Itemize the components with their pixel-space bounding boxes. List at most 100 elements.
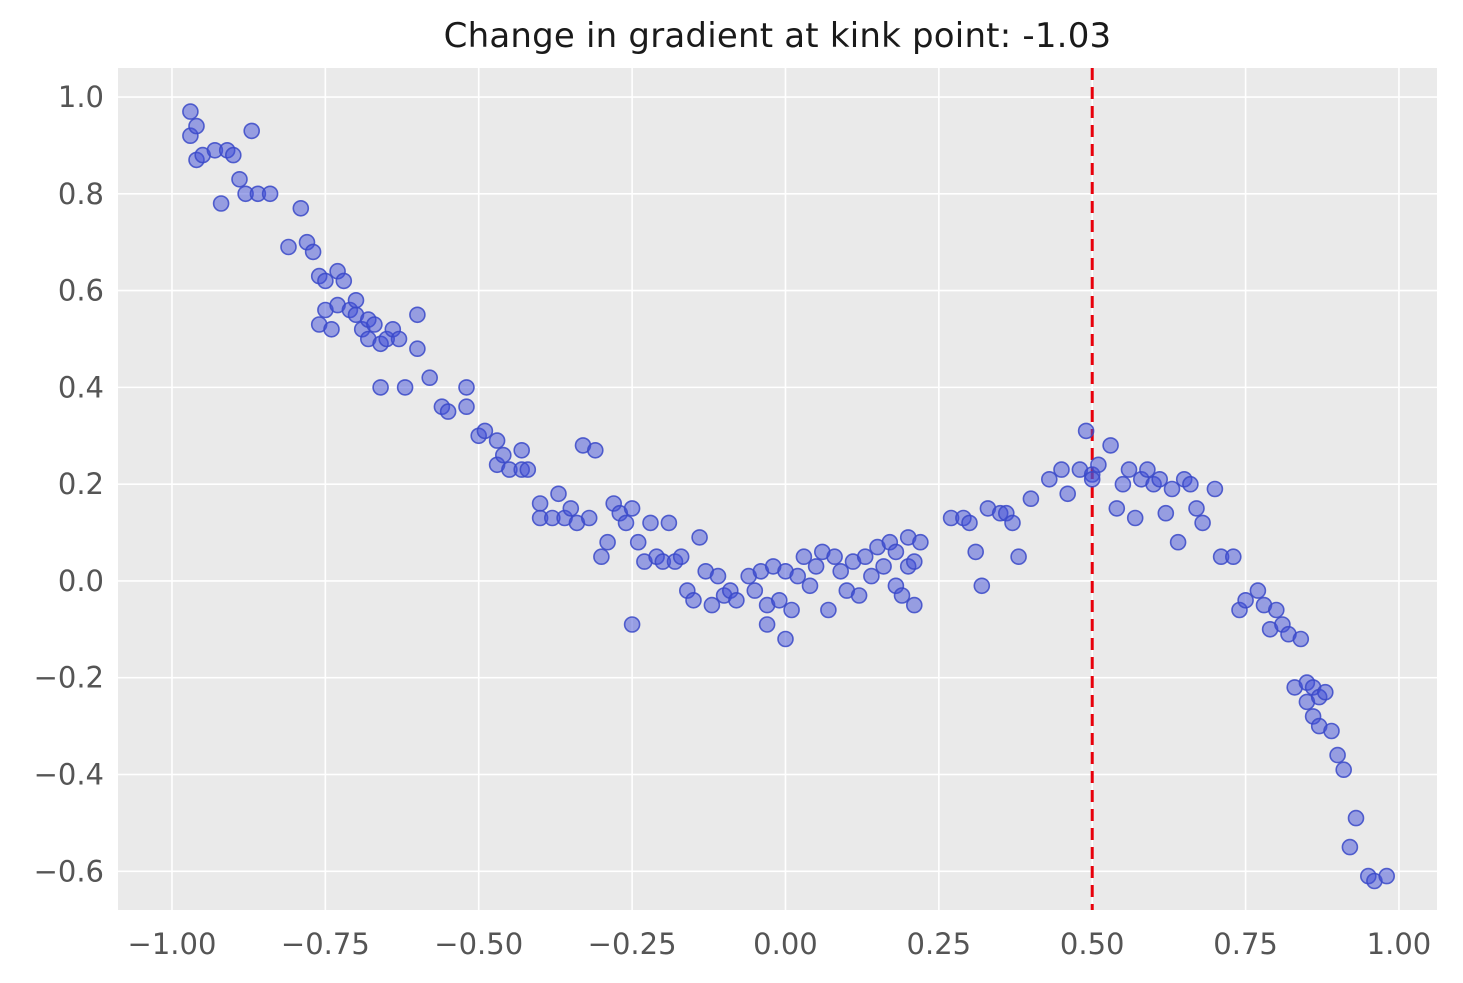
- data-point: [789, 567, 807, 585]
- data-point: [409, 306, 426, 324]
- data-point: [856, 548, 874, 566]
- data-point: [1077, 422, 1095, 440]
- data-point: [580, 509, 598, 527]
- x-tick-label: −0.50: [434, 927, 523, 961]
- data-point: [875, 558, 892, 575]
- data-point: [691, 529, 708, 546]
- data-point: [887, 543, 905, 561]
- y-tick-label: −0.4: [34, 758, 104, 792]
- data-point: [586, 441, 604, 459]
- data-point: [1151, 470, 1168, 488]
- data-point: [1206, 480, 1224, 498]
- data-point: [562, 500, 580, 517]
- data-point: [807, 558, 825, 575]
- data-point: [231, 171, 248, 188]
- data-point: [623, 616, 641, 633]
- x-tick-label: −0.75: [281, 927, 370, 961]
- data-point: [1268, 601, 1285, 619]
- data-point: [850, 587, 868, 604]
- y-tick-label: 0.8: [58, 177, 104, 211]
- data-point: [1114, 475, 1132, 493]
- data-point: [832, 562, 850, 580]
- data-point: [826, 548, 843, 566]
- data-point: [1225, 548, 1242, 566]
- data-point: [335, 272, 353, 290]
- data-point: [770, 591, 788, 609]
- data-point: [1120, 461, 1138, 478]
- data-point: [863, 567, 880, 585]
- data-point: [1004, 514, 1021, 532]
- data-point: [182, 103, 199, 120]
- data-point: [672, 548, 690, 566]
- data-point: [531, 495, 549, 512]
- data-point: [973, 577, 991, 595]
- data-point: [292, 200, 310, 217]
- data-point: [777, 630, 794, 648]
- data-point: [409, 340, 426, 358]
- data-point: [893, 587, 911, 604]
- data-point: [1182, 475, 1199, 493]
- data-point: [1083, 470, 1101, 488]
- data-point: [439, 403, 457, 420]
- data-point: [1010, 548, 1027, 566]
- x-tick-label: −0.25: [588, 927, 677, 961]
- data-point: [243, 122, 260, 140]
- data-point: [801, 577, 819, 595]
- data-point: [1292, 630, 1310, 648]
- data-point: [1102, 437, 1119, 454]
- data-point: [347, 291, 365, 309]
- data-point: [458, 379, 475, 396]
- data-point: [458, 398, 475, 416]
- data-point: [1059, 485, 1076, 503]
- y-tick-label: 1.0: [58, 80, 104, 114]
- data-point: [1090, 456, 1107, 474]
- data-point: [728, 591, 745, 609]
- data-point: [1237, 591, 1254, 609]
- x-tick-label: 1.00: [1367, 927, 1432, 961]
- data-point: [709, 567, 727, 585]
- y-tick-label: 0.6: [58, 274, 104, 308]
- data-point: [261, 185, 279, 203]
- data-point: [795, 548, 813, 566]
- data-point: [623, 500, 641, 517]
- data-point: [1169, 533, 1187, 551]
- chart-title: Change in gradient at kink point: -1.03: [443, 16, 1112, 56]
- data-point: [820, 601, 837, 619]
- data-point: [1126, 509, 1144, 527]
- data-point: [685, 591, 702, 609]
- data-point: [1335, 761, 1352, 779]
- x-tick-label: 0.75: [1213, 927, 1278, 961]
- data-point: [703, 596, 721, 614]
- data-point: [1022, 490, 1040, 508]
- x-tick-label: −1.00: [128, 927, 217, 961]
- data-point: [1041, 470, 1058, 488]
- data-point: [1188, 500, 1205, 517]
- data-point: [550, 485, 567, 503]
- data-point: [513, 441, 531, 459]
- data-point: [225, 146, 242, 164]
- data-point: [617, 514, 635, 532]
- data-point: [1194, 514, 1211, 532]
- data-point: [1157, 504, 1175, 522]
- data-point: [280, 238, 297, 256]
- data-point: [1317, 683, 1334, 701]
- data-point: [783, 601, 800, 619]
- data-point: [629, 533, 647, 551]
- data-point: [304, 243, 322, 261]
- data-point: [1163, 480, 1181, 498]
- data-point: [912, 533, 929, 551]
- data-point: [1341, 838, 1359, 856]
- y-tick-label: −0.6: [34, 854, 104, 888]
- x-tick-label: 0.00: [753, 927, 818, 961]
- data-point: [758, 616, 776, 633]
- data-point: [593, 548, 610, 566]
- data-point: [660, 514, 678, 532]
- data-point: [1329, 746, 1346, 764]
- data-point: [1108, 500, 1126, 517]
- data-point: [961, 514, 978, 532]
- data-point: [599, 533, 616, 551]
- data-point: [323, 320, 340, 338]
- data-point: [396, 379, 414, 396]
- x-tick-label: 0.25: [907, 927, 972, 961]
